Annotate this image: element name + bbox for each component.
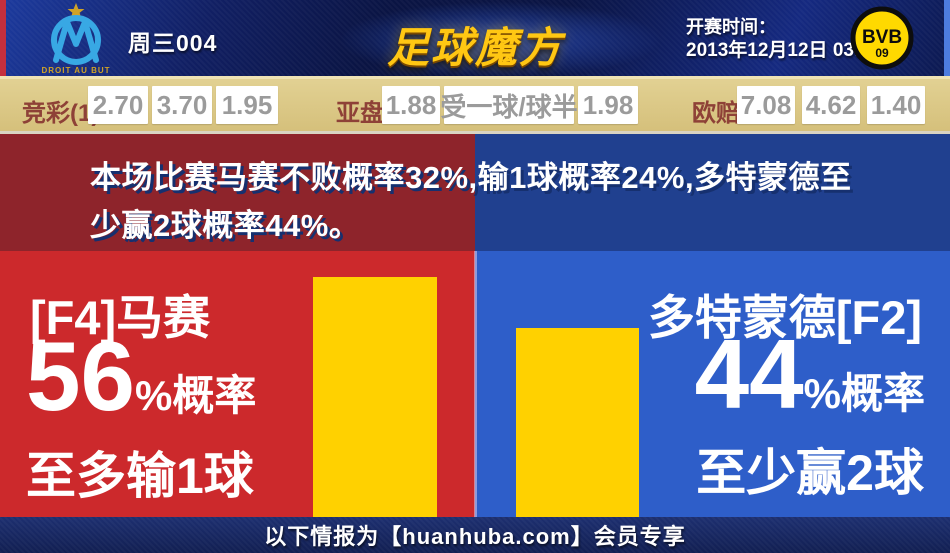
away-outcome: 至少赢2球	[696, 445, 924, 501]
away-probability-suffix: %概率	[803, 370, 925, 417]
kickoff-label: 开赛时间：	[686, 17, 776, 37]
home-probability: 56%概率	[26, 327, 256, 425]
asian-odd-home: 1.88	[382, 86, 440, 124]
probability-panels: [F4]马赛 56%概率 至多输1球 多特蒙德[F2] 44%概率 至少赢2球	[0, 251, 950, 517]
jingcai-odd-home: 2.70	[88, 86, 148, 124]
home-probability-value: 56	[26, 321, 136, 431]
left-edge-accent	[0, 0, 6, 76]
home-outcome: 至多输1球	[26, 448, 254, 504]
asian-handicap-label: 亚盘	[336, 100, 384, 127]
jingcai-odd-draw: 3.70	[152, 86, 212, 124]
dortmund-logo-icon: BVB 09	[850, 6, 914, 70]
summary-band-home-bg	[0, 134, 475, 251]
summary-band: 本场比赛马赛不败概率32%,输1球概率24%,多特蒙德至 少赢2球概率44%。	[0, 134, 950, 251]
header-divider-line	[0, 76, 950, 79]
euro-odd-home: 7.08	[737, 86, 795, 124]
bvb-letters: BVB	[862, 27, 902, 48]
away-team-title: 多特蒙德[F2]	[647, 291, 922, 344]
away-probability-value: 44	[694, 319, 804, 429]
euro-odds-label: 欧赔	[692, 100, 740, 127]
home-prob-bar	[313, 277, 437, 517]
away-prob-bar	[516, 328, 639, 517]
kickoff-time-block: 开赛时间： 2013年12月12日 03:45	[686, 16, 881, 62]
match-code: 周三004	[128, 30, 218, 56]
marseille-logo-icon: DROIT AU BUT	[41, 3, 110, 75]
panel-divider	[474, 251, 477, 517]
summary-text-line1: 本场比赛马赛不败概率32%,输1球概率24%,多特蒙德至	[90, 160, 852, 195]
odds-bar: 竞彩(1) 2.70 3.70 1.95 亚盘 1.88 受一球/球半 1.98…	[0, 79, 950, 131]
bvb-number: 09	[875, 46, 889, 60]
asian-odd-away: 1.98	[578, 86, 638, 124]
euro-odd-draw: 4.62	[802, 86, 860, 124]
right-edge-accent	[944, 0, 950, 76]
footer-text: 以下情报为【huanhuba.com】会员专享	[264, 524, 686, 549]
kickoff-time: 2013年12月12日 03:45	[686, 40, 882, 61]
summary-band-away-bg	[475, 134, 950, 251]
asian-handicap-value: 受一球/球半	[440, 86, 578, 124]
marseille-motto: DROIT AU BUT	[41, 66, 110, 75]
site-logo: 足球魔方	[386, 24, 564, 71]
away-probability: 44%概率	[695, 325, 925, 423]
euro-odd-away: 1.40	[867, 86, 925, 124]
home-probability-suffix: %概率	[135, 372, 257, 419]
footer-bar: 以下情报为【huanhuba.com】会员专享	[0, 517, 950, 553]
home-team-title: [F4]马赛	[30, 291, 211, 344]
jingcai-odd-away: 1.95	[216, 86, 278, 124]
summary-text-line2: 少赢2球概率44%。	[90, 208, 361, 243]
header: DROIT AU BUT 周三004 足球魔方 开赛时间： 2013年12月12…	[0, 0, 950, 76]
jingcai-label: 竞彩(1)	[22, 100, 100, 127]
odds-divider-line	[0, 131, 950, 134]
